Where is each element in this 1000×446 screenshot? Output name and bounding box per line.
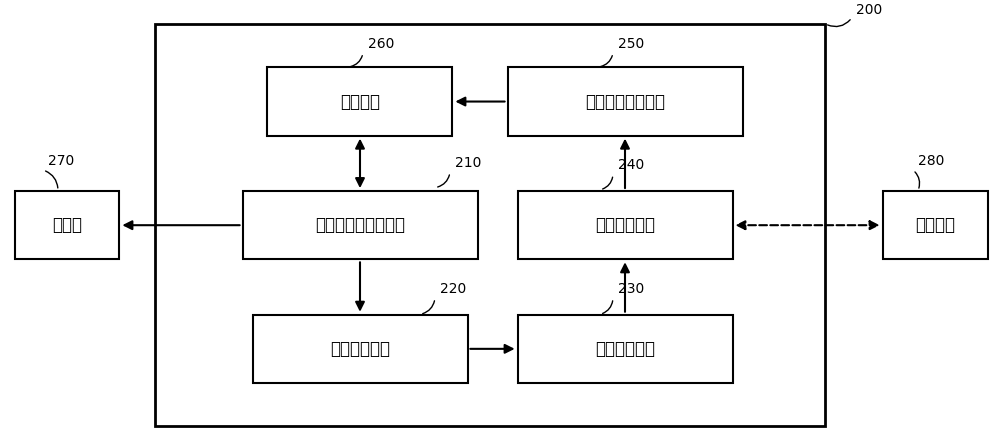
Text: 220: 220 bbox=[440, 282, 466, 296]
Text: 发送控制单元: 发送控制单元 bbox=[330, 340, 390, 358]
Text: 250: 250 bbox=[618, 37, 644, 51]
Bar bbox=[518, 314, 732, 383]
Bar bbox=[267, 67, 452, 136]
Text: 被测设备: 被测设备 bbox=[915, 216, 955, 234]
Bar bbox=[155, 24, 825, 426]
Text: 测试结果输出单元: 测试结果输出单元 bbox=[585, 92, 665, 111]
Text: 210: 210 bbox=[455, 156, 481, 170]
Bar bbox=[508, 67, 742, 136]
Text: 接收控制单元: 接收控制单元 bbox=[595, 340, 655, 358]
Bar bbox=[252, 314, 468, 383]
Text: 验证处理单元: 验证处理单元 bbox=[595, 216, 655, 234]
Text: 获取配置文件的单元: 获取配置文件的单元 bbox=[315, 216, 405, 234]
Text: 存储单元: 存储单元 bbox=[340, 92, 380, 111]
Text: 230: 230 bbox=[618, 282, 644, 296]
Text: 260: 260 bbox=[368, 37, 394, 51]
Text: 200: 200 bbox=[856, 3, 882, 17]
Bar bbox=[242, 191, 478, 260]
Text: 240: 240 bbox=[618, 158, 644, 172]
Text: 280: 280 bbox=[918, 154, 944, 168]
Bar bbox=[518, 191, 732, 260]
Text: 显示器: 显示器 bbox=[52, 216, 82, 234]
Text: 270: 270 bbox=[48, 154, 74, 168]
Bar bbox=[883, 191, 988, 260]
Bar bbox=[15, 191, 120, 260]
